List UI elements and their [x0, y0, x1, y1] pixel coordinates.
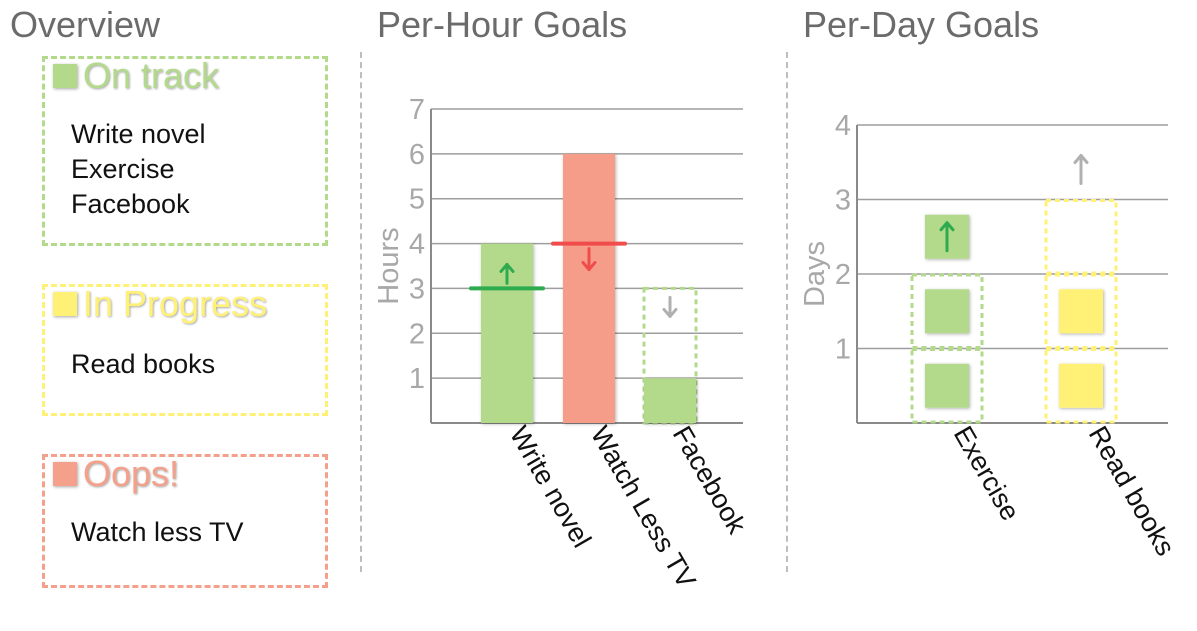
y-tick-label: 6 — [409, 139, 425, 171]
day-square — [1059, 363, 1103, 408]
list-item: Read books — [71, 349, 216, 379]
goal-cell — [1044, 199, 1118, 275]
y-tick-label: 5 — [409, 184, 425, 216]
goal-box — [642, 286, 698, 425]
on-track-items: Write novel Exercise Facebook — [71, 117, 206, 222]
bar — [563, 153, 615, 423]
y-axis-label: Hours — [373, 227, 405, 304]
x-tick-label: Exercise — [948, 421, 1026, 526]
on-track-box: On track Write novel Exercise Facebook — [42, 55, 328, 246]
down-arrow-icon — [662, 295, 678, 318]
on-track-title: On track — [83, 55, 220, 96]
down-arrow-icon-head — [581, 261, 597, 272]
day-square — [925, 289, 969, 334]
section-divider-left — [360, 52, 362, 572]
day-square — [925, 363, 969, 408]
y-tick-label: 3 — [835, 185, 851, 217]
list-item: Facebook — [71, 189, 190, 219]
per-day-goals-title: Per-Day Goals — [803, 4, 1040, 45]
y-tick-label: 7 — [409, 94, 425, 126]
down-arrow-icon — [581, 247, 597, 272]
oops-box: Oops! Watch less TV — [42, 453, 328, 588]
y-tick-label: 3 — [409, 273, 425, 305]
in-progress-title: In Progress — [83, 283, 268, 324]
up-arrow-icon — [939, 221, 955, 253]
y-tick-label: 4 — [835, 110, 851, 142]
day-square — [1059, 289, 1103, 334]
list-item: Write novel — [71, 119, 206, 149]
up-arrow-icon-head — [939, 221, 955, 232]
oops-swatch — [53, 462, 77, 486]
list-item: Exercise — [71, 154, 175, 184]
up-arrow-icon — [1073, 154, 1089, 185]
x-tick-label: Write novel — [504, 421, 597, 553]
y-axis-label: Days — [799, 241, 831, 307]
x-tick-label: Facebook — [667, 421, 753, 539]
y-tick-label: 1 — [835, 334, 851, 366]
x-tick-label: Read books — [1083, 421, 1181, 561]
up-arrow-icon-head — [499, 262, 515, 273]
list-item: Watch less TV — [71, 517, 244, 547]
oops-title: Oops! — [83, 453, 180, 494]
y-tick-label: 2 — [835, 259, 851, 291]
in-progress-header: In Progress — [53, 283, 267, 325]
down-arrow-icon-head — [662, 307, 678, 318]
bar — [644, 378, 696, 423]
up-arrow-icon-head — [1073, 154, 1089, 164]
oops-header: Oops! — [53, 453, 179, 495]
in-progress-items: Read books — [71, 347, 215, 382]
per-hour-goals-title: Per-Hour Goals — [377, 4, 628, 45]
y-tick-label: 4 — [409, 229, 425, 261]
y-tick-label: 2 — [409, 318, 425, 350]
in-progress-swatch — [53, 292, 77, 316]
on-track-header: On track — [53, 55, 219, 97]
section-divider-right — [786, 52, 788, 572]
overview-title: Overview — [10, 4, 161, 45]
up-arrow-icon — [499, 262, 515, 285]
in-progress-box: In Progress Read books — [42, 283, 328, 416]
oops-items: Watch less TV — [71, 515, 244, 550]
on-track-swatch — [53, 64, 77, 88]
y-tick-label: 1 — [409, 363, 425, 395]
